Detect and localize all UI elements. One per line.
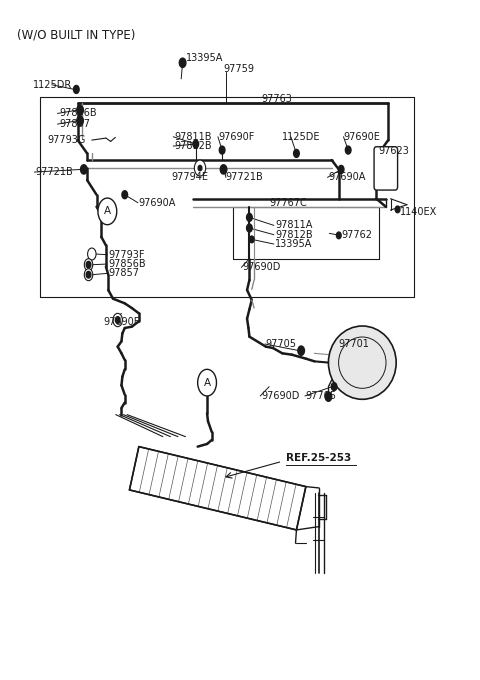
Circle shape [250,236,254,243]
Text: 97759: 97759 [224,65,254,74]
Circle shape [198,369,216,396]
Text: 97623: 97623 [379,146,409,156]
Circle shape [247,224,252,232]
Text: 97701: 97701 [339,339,370,349]
Circle shape [122,190,128,199]
Text: 13395A: 13395A [275,239,312,249]
Text: 97690A: 97690A [139,198,176,207]
Text: A: A [104,207,111,216]
Text: 97856B: 97856B [59,108,96,118]
Text: 97721B: 97721B [225,173,263,182]
Polygon shape [130,447,306,530]
Circle shape [180,58,186,67]
Circle shape [219,146,225,154]
Text: 1125DE: 1125DE [282,132,321,141]
Circle shape [395,206,400,213]
Circle shape [84,258,93,271]
Ellipse shape [338,337,386,388]
Circle shape [346,146,351,154]
Text: (W/O BUILT IN TYPE): (W/O BUILT IN TYPE) [16,28,135,41]
Circle shape [87,248,96,260]
Circle shape [77,116,84,125]
Text: 97763: 97763 [261,94,292,104]
Polygon shape [391,199,407,210]
Text: 97811B: 97811B [174,132,212,141]
Circle shape [198,165,202,171]
Circle shape [86,271,91,278]
Circle shape [115,317,120,323]
Circle shape [98,198,117,224]
Text: A: A [204,377,211,388]
Text: 97705: 97705 [266,339,297,349]
Text: 97721B: 97721B [36,167,73,177]
Circle shape [84,269,93,281]
Circle shape [331,383,337,390]
Text: 97812B: 97812B [174,141,212,151]
Text: 97794E: 97794E [172,173,209,182]
Text: 97690D: 97690D [261,391,300,401]
Circle shape [336,232,341,239]
Text: 97857: 97857 [108,269,139,278]
Circle shape [247,214,252,222]
Circle shape [81,165,87,174]
Text: 97812B: 97812B [275,230,313,240]
Circle shape [77,105,84,115]
Text: 97705: 97705 [306,391,337,401]
Circle shape [338,165,344,173]
Circle shape [73,86,79,93]
Text: 97690D: 97690D [242,262,281,273]
Text: 1125DR: 1125DR [33,80,72,90]
Text: 97793G: 97793G [47,135,85,145]
FancyBboxPatch shape [374,147,397,190]
Text: 1140EX: 1140EX [400,207,437,217]
Text: 97793F: 97793F [108,250,145,260]
Text: 97690F: 97690F [219,132,255,141]
Circle shape [113,313,122,326]
Circle shape [86,261,91,268]
Text: REF.25-253: REF.25-253 [286,453,351,463]
Circle shape [298,346,304,356]
Text: 97767C: 97767C [270,198,307,207]
Circle shape [193,140,199,148]
Text: 97857: 97857 [59,119,90,129]
Circle shape [325,392,332,401]
Text: 97856B: 97856B [108,259,146,269]
Ellipse shape [328,326,396,399]
Circle shape [220,165,227,174]
Text: 97762: 97762 [341,231,372,240]
Text: 97690A: 97690A [328,173,366,182]
Circle shape [294,150,299,157]
Text: 97811A: 97811A [275,220,312,231]
Circle shape [194,160,205,176]
Text: 97690E: 97690E [344,132,380,141]
Text: 13395A: 13395A [186,53,223,63]
Text: 97690F: 97690F [104,317,140,327]
